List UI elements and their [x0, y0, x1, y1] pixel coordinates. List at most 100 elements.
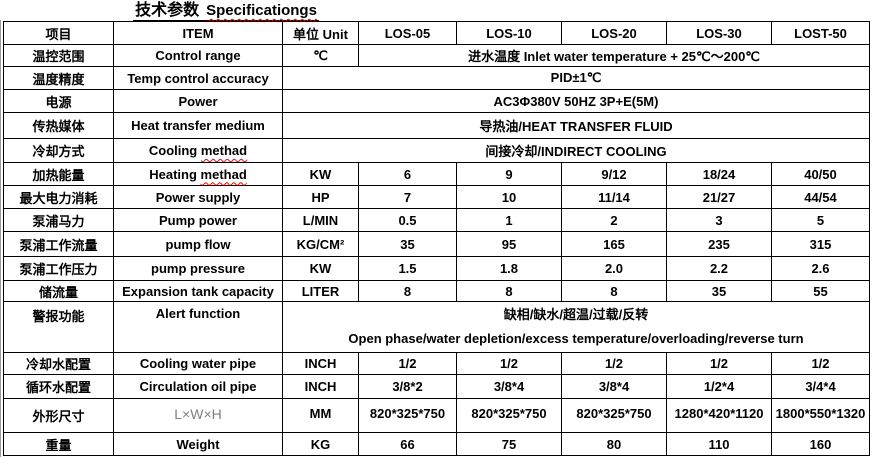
cell-label-zh: 温度精度 [3, 66, 114, 90]
table-row-max-power: 最大电力消耗 Power supply HP 7 10 11/14 21/27 … [3, 185, 870, 209]
cell-label-zh: 泵浦工作流量 [3, 231, 114, 257]
cell-merged-value: PID±1℃ [282, 66, 870, 90]
cell-value: 2.0 [561, 256, 667, 281]
cell-merged-value: 间接冷却/INDIRECT COOLING [282, 138, 870, 163]
cell-unit: INCH [282, 374, 359, 399]
cell-value: 2.2 [666, 256, 772, 281]
cell-item-en: Control range [113, 44, 283, 67]
cell-value: 820*325*750 [456, 398, 562, 433]
cell-value: 2 [561, 208, 667, 232]
cell-item-en: Heat transfer medium [113, 112, 283, 139]
cell-label-zh: 储流量 [3, 280, 114, 302]
alert-text-en: Open phase/water depletion/excess temper… [348, 331, 804, 346]
cell-unit: LITER [282, 280, 359, 302]
table-row-power: 电源 Power AC3Φ380V 50HZ 3P+E(5M) [3, 89, 870, 113]
cell-value: 2.6 [771, 256, 870, 281]
cell-value: 10 [456, 185, 562, 209]
cell-value: 95 [456, 231, 562, 257]
table-row-weight: 重量 Weight KG 66 75 80 110 160 [3, 432, 870, 456]
cell-value: 3/4*4 [771, 374, 870, 399]
table-row-control-range: 温控范围 Control range ℃ 进水温度 Inlet water te… [3, 44, 870, 67]
table-row-cooling-water-pipe: 冷却水配置 Cooling water pipe INCH 1/2 1/2 1/… [3, 352, 870, 375]
misspelled-word: methad [200, 166, 247, 182]
cell-value: 1280*420*1120 [666, 398, 772, 433]
cell-value: 1.5 [358, 256, 457, 281]
cell-item-en: Power supply [113, 185, 283, 209]
cell-item-en: Temp control accuracy [113, 66, 283, 90]
cell-merged-value: AC3Φ380V 50HZ 3P+E(5M) [282, 89, 870, 113]
cell-value: 1/2 [561, 352, 667, 375]
cell-value: 3/8*4 [456, 374, 562, 399]
cell-label-zh: 最大电力消耗 [3, 185, 114, 209]
table-row-pump-flow: 泵浦工作流量 pump flow KG/CM² 35 95 165 235 31… [3, 231, 870, 257]
page-title-zh: 技术参数 [135, 2, 200, 19]
cell-value: 1/2 [771, 352, 870, 375]
table-row-heat-medium: 传热媒体 Heat transfer medium 导热油/HEAT TRANS… [3, 112, 870, 139]
table-row-circulation-oil-pipe: 循环水配置 Circulation oil pipe INCH 3/8*2 3/… [3, 374, 870, 399]
cell-unit: HP [282, 185, 359, 209]
cell-item-en: pump flow [113, 231, 283, 257]
cell-value: 18/24 [666, 162, 772, 186]
table-row-alert-function: 警报功能 Alert function 缺相/缺水/超温/过载/反转 Open … [3, 301, 870, 353]
cell-value: 1/2*4 [666, 374, 772, 399]
misspelled-word: methad [200, 143, 248, 158]
cell-value: 8 [456, 280, 562, 302]
page-title-underline: 技术参数 Specificationgs [133, 1, 319, 22]
header-cell-item-zh: 项目 [3, 21, 114, 45]
cell-value: 1.8 [456, 256, 562, 281]
cell-value: 820*325*750 [561, 398, 667, 433]
cell-unit: INCH [282, 352, 359, 375]
table-row-temp-accuracy: 温度精度 Temp control accuracy PID±1℃ [3, 66, 870, 90]
alert-text-zh: 缺相/缺水/超温/过载/反转 [503, 307, 649, 322]
cell-value: 1/2 [456, 352, 562, 375]
cell-label-zh: 警报功能 [3, 301, 114, 353]
cell-value: 44/54 [771, 185, 870, 209]
spec-table: 项目 ITEM 单位 Unit LOS-05 LOS-10 LOS-20 LOS… [3, 21, 870, 456]
cell-unit: KW [282, 162, 359, 186]
cell-value: 315 [771, 231, 870, 257]
cell-value: 40/50 [771, 162, 870, 186]
table-row-dimensions: 外形尺寸 L×W×H MM 820*325*750 820*325*750 82… [3, 398, 870, 433]
cell-item-en: Cooling methad [113, 138, 283, 163]
cell-item-en: Alert function [113, 301, 283, 353]
cell-label-zh: 泵浦工作压力 [3, 256, 114, 281]
cell-value: 3/8*4 [561, 374, 667, 399]
left-gridline [0, 20, 1, 457]
cell-value: 0.5 [358, 208, 457, 232]
cell-item-en: Circulation oil pipe [113, 374, 283, 399]
cell-unit: MM [282, 398, 359, 433]
cell-unit: KW [282, 256, 359, 281]
cell-value: 3/8*2 [358, 374, 457, 399]
table-header-row: 项目 ITEM 单位 Unit LOS-05 LOS-10 LOS-20 LOS… [3, 21, 870, 45]
cell-value: 110 [666, 432, 772, 456]
cell-item-en: Expansion tank capacity [113, 280, 283, 302]
cell-unit: KG [282, 432, 359, 456]
cell-value: 235 [666, 231, 772, 257]
table-row-pump-power: 泵浦马力 Pump power L/MIN 0.5 1 2 3 5 [3, 208, 870, 232]
cell-label-zh: 冷却方式 [3, 138, 114, 163]
table-row-cooling-method: 冷却方式 Cooling methad 间接冷却/INDIRECT COOLIN… [3, 138, 870, 163]
cell-unit: L/MIN [282, 208, 359, 232]
cell-label-zh: 泵浦马力 [3, 208, 114, 232]
cell-unit: ℃ [282, 44, 359, 67]
header-cell-model: LOS-05 [358, 21, 457, 45]
cell-value: 5 [771, 208, 870, 232]
table-row-heating-capacity: 加热能量 Heating methad KW 6 9 9/12 18/24 40… [3, 162, 870, 186]
cell-value: 9 [456, 162, 562, 186]
cell-item-en: Cooling water pipe [113, 352, 283, 375]
cell-label-zh: 重量 [3, 432, 114, 456]
cell-item-en: Power [113, 89, 283, 113]
cell-merged-value: 进水温度 Inlet water temperature + 25℃～200℃ [358, 44, 870, 67]
cell-item-en: Pump power [113, 208, 283, 232]
table-row-pump-pressure: 泵浦工作压力 pump pressure KW 1.5 1.8 2.0 2.2 … [3, 256, 870, 281]
page-title: 技术参数 Specificationgs [0, 1, 452, 22]
cell-label-zh: 外形尺寸 [3, 398, 114, 433]
cell-label-zh: 温控范围 [3, 44, 114, 67]
cell-value: 7 [358, 185, 457, 209]
cell-item-en: Heating methad [113, 162, 283, 186]
cell-unit: KG/CM² [282, 231, 359, 257]
cell-item-en: pump pressure [113, 256, 283, 281]
cell-value: 21/27 [666, 185, 772, 209]
cell-value: 1/2 [666, 352, 772, 375]
header-cell-model: LOS-10 [456, 21, 562, 45]
